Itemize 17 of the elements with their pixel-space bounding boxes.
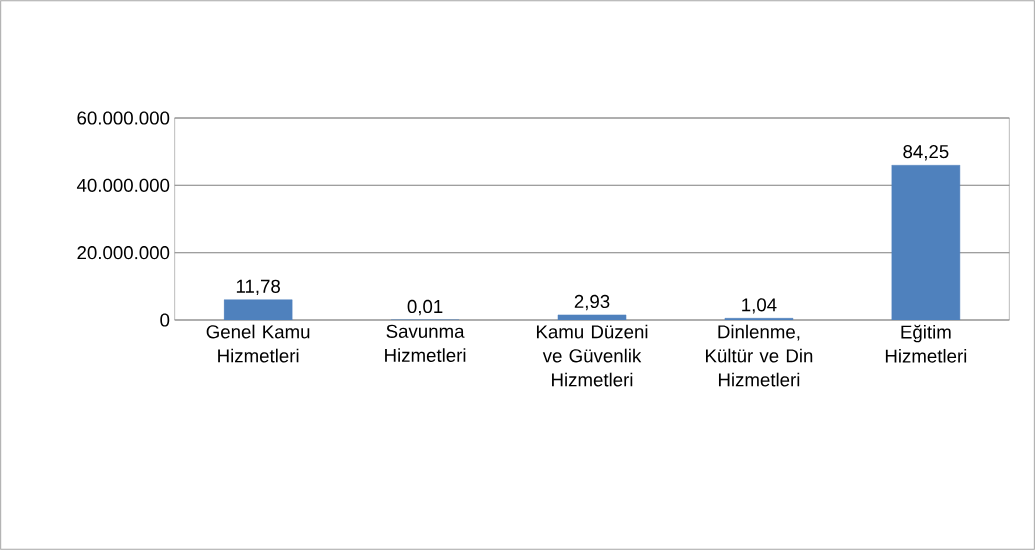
x-tick-label: Savunma Hizmetleri [385,324,466,362]
x-tick-label: Eğitim Hizmetleri [885,324,967,363]
y-tick-label: 40.000.000 [76,178,170,192]
annotation: 1,04 [742,298,777,314]
bar [223,299,293,320]
bar [557,314,627,320]
annotation: 84,25 [903,144,949,161]
y-tick-label: 0 [160,313,170,327]
annotation: 0,01 [407,299,443,316]
y-tick-label: 60.000.000 [77,111,170,125]
x-tick-label: Dinlenme, Kültür ve Din Hizmetleri [706,324,813,387]
annotation: 11,78 [236,279,280,296]
x-tick-label: Genel Kamu Hizmetleri [206,324,310,363]
annotation: 2,93 [574,294,610,311]
y-tick-label: 20.000.000 [77,246,170,260]
bar [891,164,961,320]
x-tick-label: Kamu Düzeni ve Güvenlik Hizmetleri [536,324,648,387]
